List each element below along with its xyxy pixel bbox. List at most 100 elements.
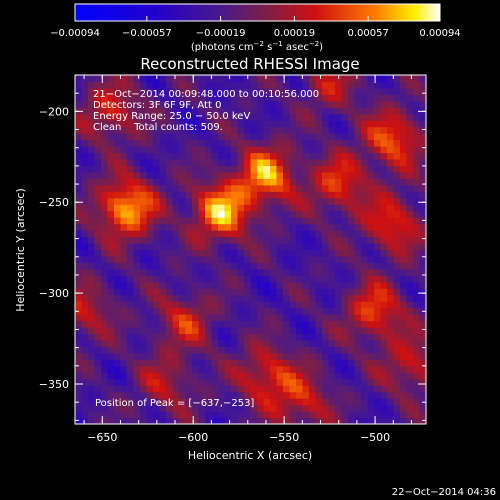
heatmap-cell [393, 333, 401, 341]
heatmap-cell [406, 249, 414, 257]
heatmap-cell [406, 333, 414, 341]
heatmap-cell [146, 236, 154, 244]
heatmap-cell [88, 320, 95, 328]
heatmap-cell [192, 365, 199, 373]
heatmap-cell [387, 133, 394, 141]
heatmap-cell [192, 223, 199, 231]
heatmap-cell [257, 346, 264, 354]
heatmap-cell [244, 372, 251, 380]
heatmap-cell [413, 171, 420, 179]
heatmap-cell [335, 268, 342, 276]
heatmap-cell [211, 314, 219, 322]
heatmap-cell [406, 385, 414, 393]
heatmap-cell [146, 301, 154, 309]
heatmap-cell [374, 333, 381, 341]
heatmap-cell [120, 262, 128, 270]
heatmap-cell [341, 120, 349, 128]
heatmap-cell [159, 327, 167, 335]
heatmap-cell [172, 171, 180, 179]
heatmap-cell [367, 139, 375, 147]
heatmap-cell [263, 346, 271, 354]
heatmap-cell [335, 372, 342, 380]
heatmap-cell [75, 107, 82, 115]
heatmap-cell [88, 100, 95, 108]
heatmap-cell [120, 275, 128, 283]
heatmap-cell [257, 314, 264, 322]
heatmap-cell [218, 165, 225, 173]
heatmap-cell [413, 314, 420, 322]
heatmap-cell [231, 288, 238, 296]
heatmap-cell [257, 217, 264, 225]
heatmap-cell [153, 301, 160, 309]
heatmap-cell [237, 346, 245, 354]
heatmap-cell [315, 81, 323, 89]
heatmap-cell [309, 81, 316, 89]
heatmap-cell [101, 417, 108, 425]
heatmap-cell [192, 100, 199, 108]
heatmap-cell [224, 81, 232, 89]
heatmap-cell [393, 398, 401, 406]
heatmap-cell [218, 197, 225, 205]
heatmap-cell [250, 320, 258, 328]
heatmap-cell [335, 294, 342, 302]
heatmap-cell [283, 139, 290, 147]
heatmap-cell [107, 307, 115, 315]
heatmap-cell [179, 281, 186, 289]
heatmap-cell [302, 178, 310, 186]
heatmap-cell [361, 262, 368, 270]
heatmap-cell [224, 372, 232, 380]
heatmap-cell [406, 171, 414, 179]
heatmap-cell [413, 404, 420, 412]
heatmap-cell [413, 184, 420, 192]
heatmap-cell [101, 365, 108, 373]
heatmap-cell [231, 352, 238, 360]
heatmap-cell [315, 197, 323, 205]
heatmap-cell [101, 333, 108, 341]
heatmap-cell [283, 152, 290, 160]
heatmap-cell [133, 314, 141, 322]
heatmap-cell [276, 171, 284, 179]
heatmap-cell [211, 417, 219, 425]
heatmap-cell [296, 133, 303, 141]
heatmap-cell [393, 365, 401, 373]
heatmap-cell [224, 301, 232, 309]
heatmap-cell [361, 113, 368, 121]
heatmap-cell [367, 411, 375, 419]
heatmap-cell [419, 81, 427, 89]
heatmap-cell [367, 365, 375, 373]
heatmap-cell [276, 100, 284, 108]
heatmap-cell [185, 320, 193, 328]
heatmap-cell [101, 223, 108, 231]
heatmap-cell [94, 184, 102, 192]
heatmap-cell [198, 404, 206, 412]
heatmap-cell [114, 346, 121, 354]
heatmap-cell [250, 230, 258, 238]
heatmap-cell [309, 378, 316, 386]
heatmap-cell [133, 126, 141, 134]
heatmap-cell [159, 75, 167, 82]
heatmap-cell [179, 378, 186, 386]
heatmap-cell [198, 301, 206, 309]
heatmap-cell [185, 275, 193, 283]
heatmap-cell [224, 197, 232, 205]
heatmap-cell [88, 411, 95, 419]
heatmap-cell [413, 107, 420, 115]
heatmap-cell [341, 197, 349, 205]
heatmap-cell [211, 75, 219, 82]
heatmap-cell [354, 243, 362, 250]
heatmap-cell [348, 217, 355, 225]
heatmap-cell [166, 171, 173, 179]
heatmap-cell [146, 120, 154, 128]
heatmap-cell [257, 249, 264, 257]
heatmap-cell [101, 249, 108, 257]
heatmap-cell [380, 262, 388, 270]
heatmap-cell [406, 352, 414, 360]
heatmap-cell [244, 398, 251, 406]
heatmap-cell [393, 159, 401, 166]
heatmap-cell [192, 113, 199, 121]
heatmap-cell [263, 217, 271, 225]
heatmap-cell [237, 365, 245, 373]
heatmap-cell [244, 223, 251, 231]
heatmap-cell [224, 333, 232, 341]
heatmap-cell [81, 165, 89, 173]
